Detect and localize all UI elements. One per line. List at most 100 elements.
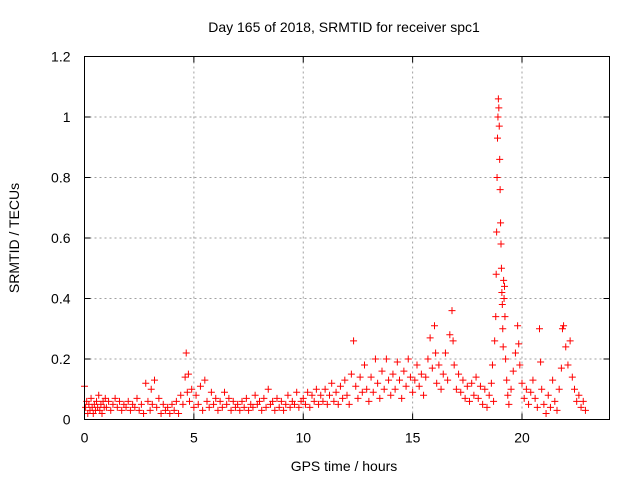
data-point (444, 376, 452, 384)
data-point (481, 385, 489, 393)
data-point (393, 358, 401, 366)
data-point (166, 409, 174, 417)
data-point (203, 397, 211, 405)
data-point (520, 394, 528, 402)
data-point (404, 355, 412, 363)
x-axis-label: GPS time / hours (291, 458, 398, 474)
data-point (164, 403, 172, 411)
data-point (199, 406, 207, 414)
data-point (487, 379, 495, 387)
data-point (345, 400, 353, 408)
data-point (223, 400, 231, 408)
data-point (483, 403, 491, 411)
data-point (511, 349, 519, 357)
data-point (495, 104, 503, 112)
data-point (111, 394, 119, 402)
data-point (531, 394, 539, 402)
data-point (205, 403, 213, 411)
data-point (557, 364, 565, 372)
data-point (133, 394, 141, 402)
data-point (229, 397, 237, 405)
data-point (350, 337, 358, 345)
data-point (500, 295, 508, 302)
data-point (509, 367, 517, 375)
x-tick-label: 10 (295, 430, 311, 446)
data-point (356, 373, 364, 381)
tick-labels: 0 5 10 15 20 0 0.2 0.4 0.6 0.8 1 1.2 (51, 49, 530, 446)
data-point (396, 376, 403, 384)
data-point (245, 406, 253, 414)
data-point (549, 376, 557, 384)
data-point (495, 122, 503, 130)
grid-lines (84, 56, 610, 420)
data-point (424, 355, 432, 363)
data-point (537, 358, 545, 366)
data-point (470, 391, 478, 399)
data-point (426, 334, 434, 342)
data-point (494, 113, 502, 121)
data-point (179, 400, 187, 408)
data-point (446, 331, 454, 339)
data-point (433, 379, 441, 387)
data-point (504, 391, 512, 399)
data-point (500, 276, 508, 284)
data-point (437, 385, 445, 393)
data-point (497, 219, 505, 227)
data-point (321, 385, 329, 393)
data-point (216, 397, 224, 405)
data-point (459, 376, 467, 384)
data-point (256, 397, 263, 405)
data-point (175, 409, 183, 417)
data-point (201, 376, 209, 384)
data-point (497, 264, 505, 272)
data-point (472, 373, 480, 381)
data-point (415, 382, 423, 390)
data-point (363, 385, 371, 393)
data-point (479, 400, 487, 408)
data-point (258, 406, 266, 414)
data-point (497, 240, 505, 248)
data-point (494, 134, 501, 142)
data-point (575, 391, 583, 399)
data-point (148, 400, 156, 408)
data-point (295, 403, 303, 411)
data-point (207, 388, 215, 396)
data-point (282, 400, 290, 408)
data-point (369, 388, 377, 396)
data-point (140, 409, 148, 417)
data-point (159, 400, 167, 408)
data-point (181, 373, 189, 381)
data-point (155, 394, 163, 402)
data-point (499, 325, 507, 333)
data-point (170, 406, 178, 414)
data-point (188, 385, 196, 393)
data-point (474, 394, 482, 402)
data-point (455, 370, 463, 378)
data-point (291, 400, 298, 408)
y-tick-label: 0.2 (51, 351, 71, 367)
data-point (332, 388, 340, 396)
data-point (87, 394, 95, 402)
data-point (196, 382, 204, 390)
x-tick-label: 5 (190, 430, 198, 446)
data-point (306, 403, 314, 411)
data-point (411, 376, 419, 384)
data-point (501, 282, 508, 290)
data-point (286, 403, 294, 411)
data-point (299, 394, 307, 402)
data-point (420, 391, 428, 399)
data-point (315, 400, 323, 408)
y-tick-label: 1 (63, 109, 71, 125)
data-point (339, 394, 347, 402)
data-point (492, 313, 500, 321)
data-point (568, 373, 576, 381)
data-point (468, 379, 476, 387)
data-point (98, 409, 106, 417)
data-point (275, 403, 283, 411)
data-point (505, 400, 513, 408)
data-point (428, 364, 436, 372)
data-point (491, 337, 499, 345)
data-point (496, 186, 504, 194)
data-point (249, 403, 257, 411)
data-point (323, 400, 331, 408)
